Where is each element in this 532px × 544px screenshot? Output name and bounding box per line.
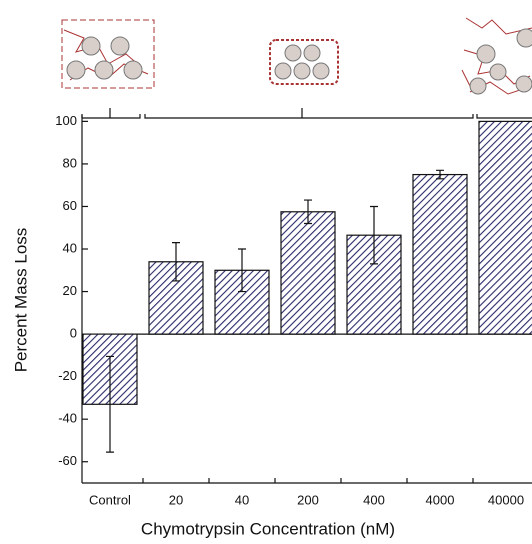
y-tick-label: -40: [58, 411, 77, 426]
illustration-degraded: [462, 18, 532, 94]
y-tick-label: 80: [63, 155, 77, 170]
brackets: [82, 108, 532, 118]
x-tick-label: Control: [89, 492, 131, 507]
x-axis-label: Chymotrypsin Concentration (nM): [141, 519, 395, 538]
y-tick-label: 40: [63, 240, 77, 255]
y-tick-label: -60: [58, 453, 77, 468]
y-tick-label: -20: [58, 368, 77, 383]
y-tick-label: 100: [55, 113, 77, 128]
illustration-swollen: [62, 20, 154, 88]
bar: [479, 121, 532, 334]
x-tick-label: 20: [169, 492, 183, 507]
y-tick-label: 60: [63, 198, 77, 213]
x-tick-label: 400: [363, 492, 385, 507]
x-tick-label: 4000: [426, 492, 455, 507]
x-tick-label: 40: [235, 492, 249, 507]
y-tick-label: 20: [63, 283, 77, 298]
x-tick-label: 200: [297, 492, 319, 507]
bar: [281, 212, 335, 334]
y-tick-label: 0: [70, 326, 77, 341]
y-axis-label: Percent Mass Loss: [11, 228, 30, 373]
bar: [413, 175, 467, 335]
chart: Chymotrypsin Concentration (nM) Percent …: [0, 0, 532, 544]
illustration-compact: [270, 40, 338, 84]
x-tick-label: 40000: [488, 492, 524, 507]
